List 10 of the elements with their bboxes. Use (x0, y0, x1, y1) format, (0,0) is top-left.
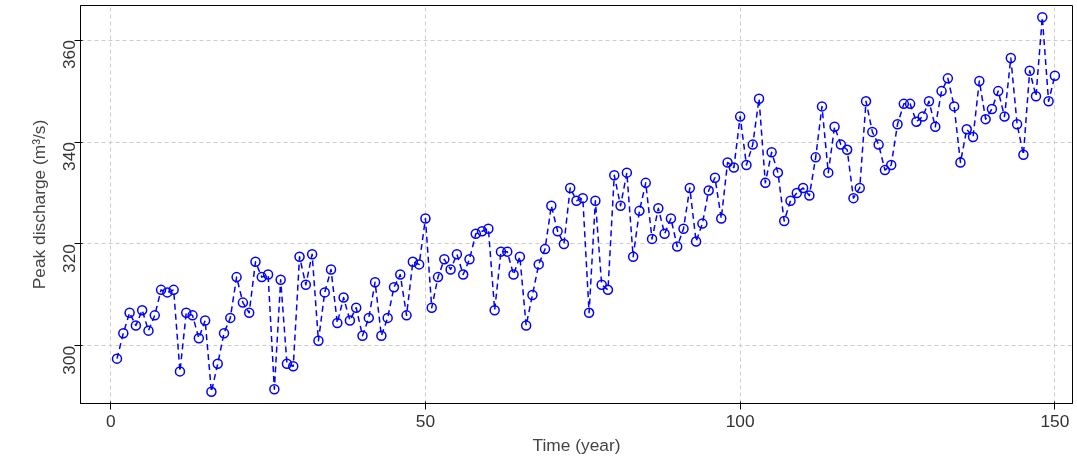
y-tick-label: 300 (59, 345, 80, 375)
x-tick-label: 150 (1040, 410, 1070, 431)
y-tick-label: 340 (59, 142, 80, 171)
y-tick-label: 360 (59, 40, 80, 70)
y-axis-title: Peak discharge (m³/s) (29, 119, 50, 290)
x-tick-label: 100 (725, 410, 755, 431)
x-tick-label: 0 (105, 410, 116, 431)
x-tick-label: 50 (415, 410, 436, 431)
y-tick-label: 320 (59, 243, 80, 273)
x-axis-title: Time (year) (532, 434, 621, 455)
